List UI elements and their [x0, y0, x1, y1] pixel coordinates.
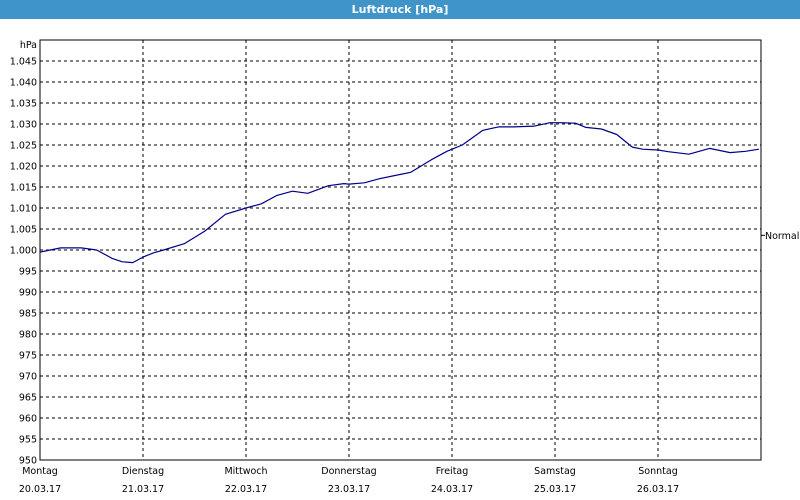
y-tick-label: 965 — [19, 393, 37, 404]
x-tick-date: 26.03.17 — [637, 484, 679, 495]
reference-label: Normal — [765, 231, 799, 242]
x-tick-date: 25.03.17 — [534, 484, 576, 495]
y-tick-label: 955 — [19, 435, 37, 446]
plot-border — [39, 39, 762, 461]
y-tick-label: 980 — [19, 330, 37, 341]
y-tick-label: 985 — [19, 309, 37, 320]
x-tick-date: 20.03.17 — [19, 484, 61, 495]
y-tick-label: 1.005 — [10, 225, 37, 236]
y-tick-label: 1.020 — [10, 162, 37, 173]
plot-frame — [39, 39, 762, 461]
y-tick-label: 950 — [19, 456, 37, 467]
annotations: Normal — [761, 231, 799, 242]
y-tick-label: 1.035 — [10, 99, 37, 110]
y-tick-label: 1.000 — [10, 246, 37, 257]
x-tick-day: Dienstag — [122, 466, 164, 477]
x-tick-day: Donnerstag — [321, 466, 376, 477]
y-tick-label: 995 — [19, 267, 37, 278]
y-tick-label: 1.025 — [10, 141, 37, 152]
y-tick-label: 1.030 — [10, 120, 37, 131]
y-axis-ticks: 950 955 960 965 970 975 980 985 990 995 1.000 1.005… — [10, 40, 37, 467]
x-tick-date: 24.03.17 — [431, 484, 473, 495]
x-tick-day: Sonntag — [638, 466, 677, 477]
x-tick-day: Mittwoch — [224, 466, 267, 477]
y-tick-label: 975 — [19, 351, 37, 362]
y-tick-label: 1.045 — [10, 57, 37, 68]
pressure-series-line — [39, 122, 759, 264]
y-axis-label: hPa — [20, 40, 37, 51]
series-group — [39, 122, 759, 264]
x-tick-day: Freitag — [436, 466, 469, 477]
y-tick-label: 970 — [19, 372, 37, 383]
y-tick-label: 1.040 — [10, 78, 37, 89]
x-tick-date: 22.03.17 — [225, 484, 267, 495]
y-tick-label: 990 — [19, 288, 37, 299]
chart-grid — [40, 40, 761, 460]
x-tick-day: Samstag — [534, 466, 576, 477]
x-tick-day: Montag — [22, 466, 58, 477]
y-tick-label: 1.010 — [10, 204, 37, 215]
x-tick-date: 21.03.17 — [122, 484, 164, 495]
x-axis-ticks: Montag 20.03.17 Dienstag 21.03.17 Mittwoch 22… — [19, 466, 679, 495]
x-tick-date: 23.03.17 — [328, 484, 370, 495]
chart-title: Luftdruck [hPa] — [0, 0, 800, 19]
y-tick-label: 960 — [19, 414, 37, 425]
y-tick-label: 1.015 — [10, 183, 37, 194]
